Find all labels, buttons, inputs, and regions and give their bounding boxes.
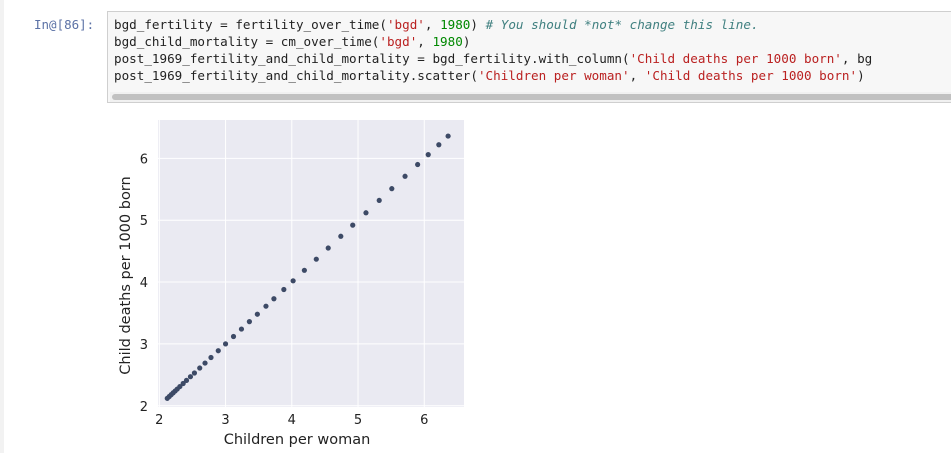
scatter-point — [246, 319, 253, 325]
code-token: 'bgd' — [386, 17, 425, 32]
code-token: bgd_child_mortality = cm_over_time( — [114, 34, 380, 49]
code-token: ) — [857, 68, 865, 83]
code-token: 'Child deaths per 1000 born' — [629, 51, 842, 66]
scatter-point — [183, 377, 190, 384]
scatter-point — [363, 210, 369, 216]
scatter-point — [389, 186, 395, 192]
scatter-point — [222, 341, 229, 347]
scatter-point — [180, 380, 186, 387]
code-token: 1980 — [432, 34, 463, 49]
code-line[interactable]: bgd_child_mortality = cm_over_time('bgd'… — [114, 33, 872, 50]
scatter-plot: 2 3 4 5 6 2 3 4 5 6 Children per woman Child deaths… — [113, 113, 471, 453]
cell-gutter — [0, 0, 4, 453]
y-tick-label: 5 — [140, 214, 148, 229]
x-tick-label: 6 — [420, 413, 428, 428]
code-token: , — [424, 17, 441, 32]
y-tick-label: 4 — [140, 276, 148, 291]
scatter-point — [325, 245, 331, 251]
scatter-point — [313, 256, 319, 262]
code-token: , bg — [841, 51, 873, 66]
scatter-point — [350, 222, 356, 228]
x-tick-label: 4 — [288, 413, 296, 428]
scatter-point — [271, 296, 277, 302]
cell-prompt: In@[86]: — [34, 17, 95, 32]
scatter-point — [187, 374, 194, 380]
x-tick-label: 2 — [155, 413, 163, 428]
code-token: 'Child deaths per 1000 born' — [644, 68, 858, 83]
code-token: # You should *not* change this line. — [485, 17, 759, 32]
y-tick-label: 2 — [140, 400, 148, 415]
code-token: , — [417, 34, 433, 49]
scatter-point — [263, 303, 269, 309]
scatter-point — [281, 286, 287, 293]
code-token: 'bgd' — [379, 34, 418, 49]
scatter-point — [425, 152, 431, 158]
x-tick-label: 5 — [354, 413, 362, 428]
scatter-point — [197, 365, 203, 371]
horizontal-scrollbar-thumb[interactable] — [112, 94, 951, 100]
scatter-point — [238, 326, 245, 332]
code-line[interactable]: bgd_fertility = fertility_over_time('bgd… — [114, 16, 872, 33]
code-token: 'Children per woman' — [477, 68, 630, 83]
scatter-point — [177, 383, 183, 390]
scatter-point — [290, 278, 296, 284]
y-axis-label: Child deaths per 1000 born — [118, 176, 134, 374]
code-token: post_1969_fertility_and_child_mortality.… — [114, 68, 478, 83]
scatter-point — [445, 133, 451, 139]
scatter-point — [208, 354, 214, 361]
code-cell-editor[interactable]: bgd_fertility = fertility_over_time('bgd… — [107, 11, 951, 103]
scatter-point — [254, 311, 260, 317]
code-token: bgd_fertility = fertility_over_time( — [114, 17, 387, 32]
scatter-point — [230, 333, 237, 340]
code-token: , — [629, 68, 645, 83]
code-token: 1980 — [440, 17, 471, 32]
scatter-point — [402, 173, 408, 179]
code-lines[interactable]: bgd_fertility = fertility_over_time('bgd… — [114, 16, 872, 84]
scatter-point — [215, 348, 221, 354]
scatter-point — [191, 370, 198, 376]
scatter-point — [376, 197, 382, 204]
code-token: post_1969_fertility_and_child_mortality … — [114, 51, 630, 66]
scatter-point — [301, 267, 307, 273]
scatter-point — [415, 161, 421, 168]
code-token: ) — [462, 34, 471, 49]
x-axis-label: Children per woman — [224, 432, 371, 448]
code-token: ) — [470, 17, 486, 32]
scatter-point — [202, 360, 208, 366]
x-tick-label: 3 — [221, 413, 229, 428]
code-line[interactable]: post_1969_fertility_and_child_mortality.… — [114, 67, 872, 84]
y-tick-label: 3 — [140, 338, 148, 353]
scatter-point — [436, 142, 442, 148]
scatter-plot-output: 2 3 4 5 6 2 3 4 5 6 Children per woman Child deaths… — [113, 113, 471, 453]
code-line[interactable]: post_1969_fertility_and_child_mortality … — [114, 50, 872, 67]
y-tick-label: 6 — [140, 152, 148, 167]
scatter-point — [338, 233, 344, 239]
